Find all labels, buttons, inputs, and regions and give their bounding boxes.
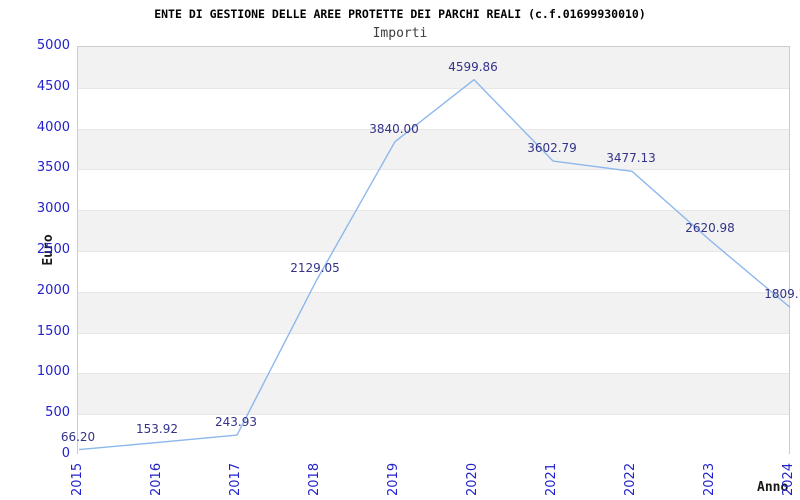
background-band xyxy=(78,414,789,455)
x-tick-label: 2016 xyxy=(149,462,164,496)
x-tick-label: 2020 xyxy=(465,462,480,496)
x-tick-label: 2024 xyxy=(781,462,796,496)
x-axis-title: Anno xyxy=(757,480,789,495)
data-line-svg xyxy=(78,78,791,451)
y-tick-label: 3000 xyxy=(36,201,70,217)
y-tick-label: 4000 xyxy=(36,119,70,135)
y-tick-label: 1500 xyxy=(36,323,70,339)
x-tick-label: 2019 xyxy=(386,462,401,496)
y-tick-label: 5000 xyxy=(36,38,70,53)
gridline xyxy=(78,251,789,252)
gridline xyxy=(78,87,789,89)
data-point-label: 153.92 xyxy=(136,422,178,437)
chart-title: ENTE DI GESTIONE DELLE AREE PROTETTE DEI… xyxy=(154,7,646,21)
background-band xyxy=(78,87,789,129)
background-band xyxy=(78,332,789,374)
data-point-label: 2620.98 xyxy=(685,221,735,236)
x-tick-label: 2018 xyxy=(307,462,322,496)
data-point-label: 3840.00 xyxy=(369,121,419,136)
data-point-label: 1809.17 xyxy=(764,287,800,302)
y-tick-label: 500 xyxy=(45,405,70,421)
data-point-label: 4599.86 xyxy=(448,59,498,74)
chart-subtitle: Importi xyxy=(372,26,428,41)
gridline xyxy=(78,414,789,416)
gridline xyxy=(78,373,789,375)
background-band xyxy=(78,373,789,415)
background-band xyxy=(78,169,789,211)
background-band xyxy=(78,291,789,333)
x-tick-label: 2022 xyxy=(623,462,638,496)
data-point-label: 2129.05 xyxy=(290,261,340,276)
y-tick-label: 2000 xyxy=(36,282,70,298)
x-tick-label: 2021 xyxy=(544,462,559,496)
y-tick-label: 1000 xyxy=(36,364,70,380)
background-band xyxy=(78,47,789,88)
data-point-label: 3477.13 xyxy=(606,151,656,166)
y-tick-label: 2500 xyxy=(36,242,70,257)
gridline xyxy=(78,210,789,212)
plot-area xyxy=(77,46,791,455)
data-point-label: 66.20 xyxy=(60,429,96,444)
x-tick-label: 2023 xyxy=(702,462,717,496)
gridline xyxy=(78,291,789,293)
background-band xyxy=(78,210,789,251)
background-band xyxy=(78,128,789,170)
data-line xyxy=(78,78,791,451)
data-point-label: 3602.79 xyxy=(527,141,577,155)
y-tick-label: 3500 xyxy=(36,160,70,176)
y-tick-label: 0 xyxy=(61,446,70,461)
data-point-label: 243.93 xyxy=(215,415,257,430)
x-tick-label: 2015 xyxy=(70,462,85,496)
y-tick-label: 4500 xyxy=(36,78,70,94)
gridline xyxy=(78,332,789,334)
gridline xyxy=(78,169,789,171)
background-band xyxy=(78,251,789,292)
x-tick-label: 2017 xyxy=(228,462,243,496)
gridline xyxy=(78,128,789,130)
